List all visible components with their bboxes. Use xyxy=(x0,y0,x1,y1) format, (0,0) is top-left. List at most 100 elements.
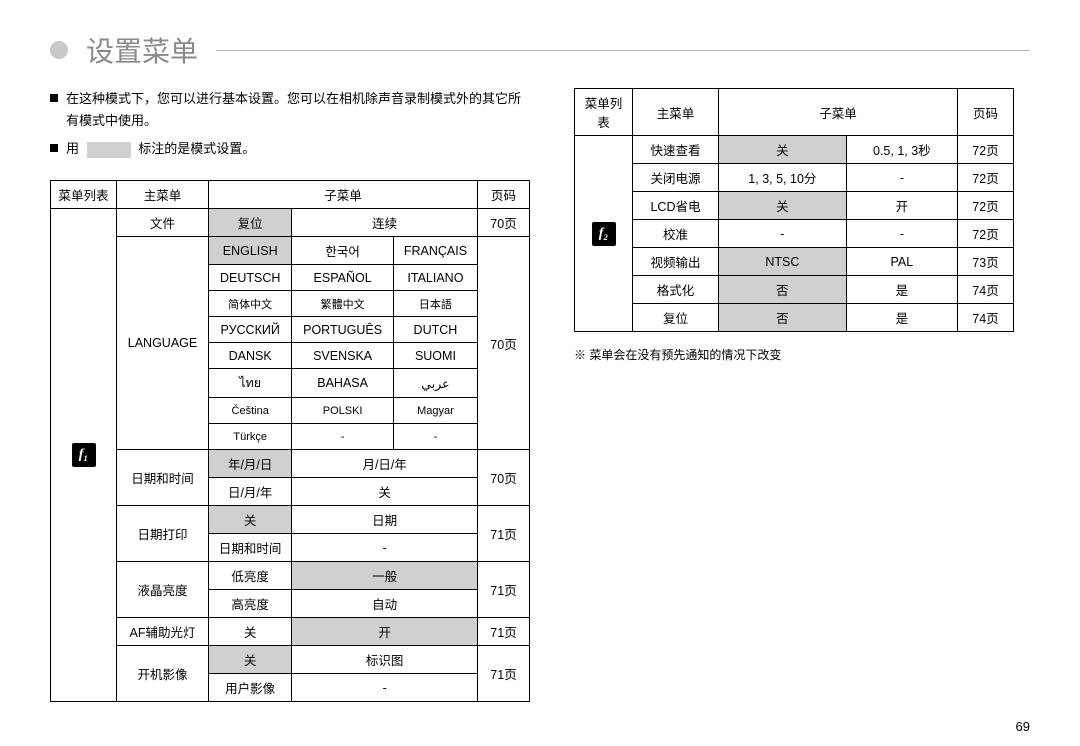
table-row: 日期和时间 年/月/日 月/日/年 70页 xyxy=(51,450,530,478)
lang-cell: ไทย xyxy=(209,369,292,398)
lcd-page: 71页 xyxy=(478,562,530,618)
lcdsave-off: 关 xyxy=(719,192,847,220)
lcdsave-on: 开 xyxy=(846,192,957,220)
lcd-label: 液晶亮度 xyxy=(117,562,209,618)
dt-ymd: 年/月/日 xyxy=(209,450,292,478)
dp-off: 关 xyxy=(209,506,292,534)
video-page: 73页 xyxy=(958,248,1014,276)
af-on: 开 xyxy=(292,618,478,646)
poweroff-label: 关闭电源 xyxy=(633,164,719,192)
file-reset: 复位 xyxy=(209,209,292,237)
dt-mdy: 月/日/年 xyxy=(292,450,478,478)
lang-cell: Magyar xyxy=(393,398,477,424)
page-number: 69 xyxy=(1016,719,1030,734)
lang-cell: عربي xyxy=(393,369,477,398)
intro-block: 在这种模式下，您可以进行基本设置。您可以在相机除声音录制模式外的其它所有模式中使… xyxy=(50,88,530,160)
settings1-icon: f₁ xyxy=(72,443,96,467)
table-row: 液晶亮度 低亮度 一般 71页 xyxy=(51,562,530,590)
header-menu-list: 菜单列表 xyxy=(51,181,117,209)
lang-cell: 简体中文 xyxy=(209,291,292,317)
icon-cell: f₂ xyxy=(575,136,633,332)
table-row: f₂ 快速查看 关 0.5, 1, 3秒 72页 xyxy=(575,136,1014,164)
lang-cell: ESPAÑOL xyxy=(292,265,394,291)
quick-off: 关 xyxy=(719,136,847,164)
start-page: 71页 xyxy=(478,646,530,702)
table-row: LCD省电 关 开 72页 xyxy=(575,192,1014,220)
start-off: 关 xyxy=(209,646,292,674)
file-continuous: 连续 xyxy=(292,209,478,237)
dt-dmy: 日/月/年 xyxy=(209,478,292,506)
poweroff-min: 1, 3, 5, 10分 xyxy=(719,164,847,192)
table-row: 日期打印 关 日期 71页 xyxy=(51,506,530,534)
cal-dash: - xyxy=(719,220,847,248)
table-header-row: 菜单列表 主菜单 子菜单 页码 xyxy=(51,181,530,209)
lang-cell: 日本語 xyxy=(393,291,477,317)
lang-cell: РУССКИЙ xyxy=(209,317,292,343)
reset-yes: 是 xyxy=(846,304,957,332)
format-no: 否 xyxy=(719,276,847,304)
lang-cell: DUTCH xyxy=(393,317,477,343)
lang-cell: ITALIANO xyxy=(393,265,477,291)
lcdsave-label: LCD省电 xyxy=(633,192,719,220)
header-main-menu: 主菜单 xyxy=(117,181,209,209)
header-page: 页码 xyxy=(958,89,1014,136)
mode-chip-icon xyxy=(87,142,131,158)
lang-cell: SUOMI xyxy=(393,343,477,369)
intro2-before: 用 xyxy=(66,141,79,156)
table-row: 视频输出 NTSC PAL 73页 xyxy=(575,248,1014,276)
title-rule xyxy=(216,50,1030,51)
table-row: 校准 - - 72页 xyxy=(575,220,1014,248)
bullet-icon xyxy=(50,144,58,152)
bullet-icon xyxy=(50,94,58,102)
start-user: 用户影像 xyxy=(209,674,292,702)
reset-no: 否 xyxy=(719,304,847,332)
lang-cell: DANSK xyxy=(209,343,292,369)
lang-cell: SVENSKA xyxy=(292,343,394,369)
icon-cell: f₁ xyxy=(51,209,117,702)
lang-cell: Türkçe xyxy=(209,424,292,450)
quick-page: 72页 xyxy=(958,136,1014,164)
intro-line-1: 在这种模式下，您可以进行基本设置。您可以在相机除声音录制模式外的其它所有模式中使… xyxy=(66,88,530,132)
cal-dash2: - xyxy=(846,220,957,248)
format-page: 74页 xyxy=(958,276,1014,304)
dp-dash: - xyxy=(292,534,478,562)
poweroff-page: 72页 xyxy=(958,164,1014,192)
video-label: 视频输出 xyxy=(633,248,719,276)
quick-label: 快速查看 xyxy=(633,136,719,164)
format-label: 格式化 xyxy=(633,276,719,304)
left-menu-table: 菜单列表 主菜单 子菜单 页码 f₁ 文件 复位 连续 70页 xyxy=(50,180,530,702)
dt-page: 70页 xyxy=(478,450,530,506)
file-page: 70页 xyxy=(478,209,530,237)
intro2-after: 标注的是模式设置。 xyxy=(138,141,255,156)
reset-label: 复位 xyxy=(633,304,719,332)
dp-page: 71页 xyxy=(478,506,530,562)
right-menu-table: 菜单列表 主菜单 子菜单 页码 f₂ 快速查看 关 0.5, 1, 3秒 72页… xyxy=(574,88,1014,332)
af-off: 关 xyxy=(209,618,292,646)
table-row: LANGUAGE ENGLISH 한국어 FRANÇAIS 70页 xyxy=(51,237,530,265)
lcd-normal: 一般 xyxy=(292,562,478,590)
dp-datetime: 日期和时间 xyxy=(209,534,292,562)
format-yes: 是 xyxy=(846,276,957,304)
lang-cell: PORTUGUÊS xyxy=(292,317,394,343)
settings2-icon: f₂ xyxy=(592,222,616,246)
lcd-high: 高亮度 xyxy=(209,590,292,618)
page-title: 设置菜单 xyxy=(86,30,198,70)
lang-cell: FRANÇAIS xyxy=(393,237,477,265)
poweroff-dash: - xyxy=(846,164,957,192)
page-title-row: 设置菜单 xyxy=(50,30,1030,70)
table-row: 格式化 否 是 74页 xyxy=(575,276,1014,304)
lang-cell: - xyxy=(292,424,394,450)
cal-label: 校准 xyxy=(633,220,719,248)
header-sub-menu: 子菜单 xyxy=(209,181,478,209)
video-ntsc: NTSC xyxy=(719,248,847,276)
title-dot-icon xyxy=(50,41,68,59)
cal-page: 72页 xyxy=(958,220,1014,248)
file-label: 文件 xyxy=(117,209,209,237)
dt-off: 关 xyxy=(292,478,478,506)
table-row: 开机影像 关 标识图 71页 xyxy=(51,646,530,674)
lang-cell: ENGLISH xyxy=(209,237,292,265)
footnote: ※ 菜单会在没有预先通知的情况下改变 xyxy=(574,346,1014,363)
header-sub-menu: 子菜单 xyxy=(719,89,958,136)
lcdsave-page: 72页 xyxy=(958,192,1014,220)
lang-cell: Čeština xyxy=(209,398,292,424)
